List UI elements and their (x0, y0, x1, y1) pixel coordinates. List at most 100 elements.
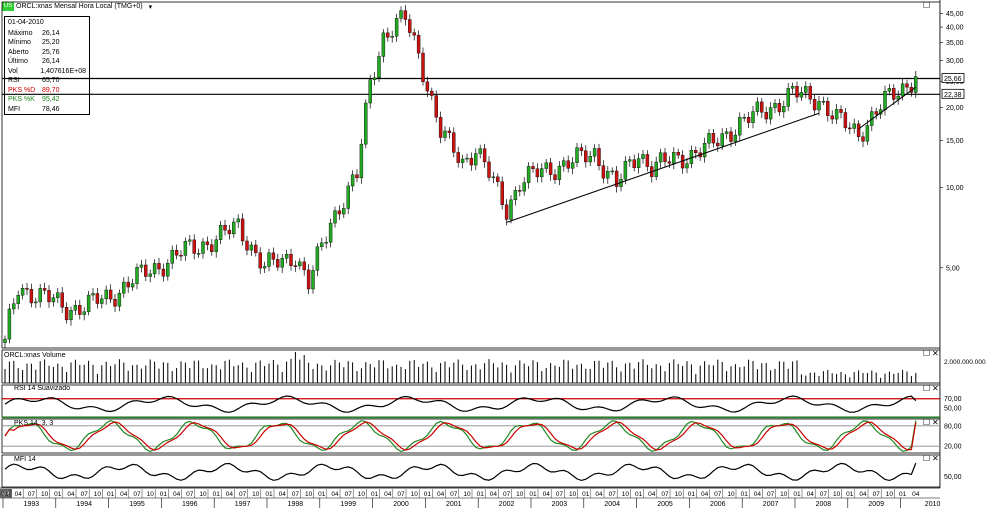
candle-body (267, 252, 271, 267)
candle-body (685, 163, 689, 169)
candle-body (522, 182, 526, 192)
candle-body (192, 239, 196, 254)
data-window-row: Último 26,14 (5, 57, 89, 67)
candle-body (557, 165, 562, 180)
candle-body (460, 158, 465, 163)
candle-body (421, 52, 425, 83)
maximize-icon[interactable]: ☐ (923, 454, 931, 463)
data-window-label: Vol (8, 67, 18, 75)
candle-body (469, 157, 474, 166)
candle-body (386, 32, 390, 38)
month-label: 01 (54, 491, 62, 498)
price-marker-label: 22,38 (944, 92, 962, 99)
candle-body (7, 308, 12, 340)
data-window-label: Último (8, 58, 28, 65)
month-label: 01 (741, 491, 749, 498)
month-label: 01 (793, 491, 801, 498)
candle-body (38, 288, 42, 303)
candle-body (553, 174, 557, 180)
panel-frame (1, 1, 941, 349)
close-icon[interactable]: ✕ (932, 384, 939, 393)
year-label: 1994 (76, 501, 92, 508)
candle-body (768, 107, 773, 120)
month-label: 04 (648, 491, 656, 498)
candle-body (658, 152, 663, 163)
year-label: 2003 (552, 501, 568, 508)
data-window-value: 65,70 (42, 77, 60, 84)
candle-body (249, 244, 254, 251)
year-label: 1995 (129, 501, 145, 508)
year-label: 1993 (24, 501, 40, 508)
candle-body (601, 165, 606, 179)
candle-body (86, 294, 91, 313)
candle-body (839, 109, 843, 113)
candle-body (117, 292, 122, 307)
candle-body (861, 136, 865, 142)
month-label: 01 (107, 491, 115, 498)
candle-body (452, 132, 456, 153)
pks-tick-label: 80,00 (944, 423, 962, 430)
candle-body (368, 79, 372, 104)
month-label: 04 (490, 491, 498, 498)
candle-body (56, 292, 60, 298)
candle-body (214, 239, 218, 252)
month-label: 07 (661, 491, 669, 498)
candle-body (535, 168, 540, 178)
data-window-label: Aberto (8, 48, 29, 56)
candle-body (254, 244, 258, 253)
year-label: 2005 (657, 501, 673, 508)
trend-line (506, 112, 820, 223)
time-first-label: 92 (2, 491, 10, 498)
trend-line (858, 86, 917, 130)
maximize-icon[interactable]: ☐ (923, 384, 931, 393)
volume-tick-label: 2.000.000.000 (944, 359, 986, 366)
data-window-row: Aberto 25,76 (5, 48, 89, 58)
maximize-icon[interactable]: ☐ (923, 349, 931, 358)
candle-body (676, 152, 680, 156)
candle-body (315, 246, 320, 271)
candle-body (570, 162, 575, 169)
candle-body (720, 133, 724, 147)
candle-body (320, 242, 324, 247)
candle-body (852, 123, 856, 129)
candle-body (487, 161, 491, 178)
month-label: 04 (859, 491, 867, 498)
year-label: 2002 (499, 501, 515, 508)
maximize-icon[interactable]: ☐ (923, 1, 931, 10)
close-icon[interactable]: ✕ (932, 454, 939, 463)
month-label: 04 (754, 491, 762, 498)
candle-body (614, 170, 619, 187)
maximize-icon[interactable]: ☐ (923, 418, 931, 427)
rsi-tick-label: 50,00 (944, 405, 962, 412)
candle-body (188, 239, 192, 242)
chevron-down-icon[interactable]: ▾ (148, 3, 153, 11)
candle-body (843, 112, 848, 129)
candle-body (729, 131, 733, 142)
price-tick-label: 40,00 (946, 25, 964, 32)
month-label: 10 (147, 491, 155, 498)
candle-body (566, 160, 570, 169)
candle-body (42, 288, 47, 291)
candle-body (817, 101, 821, 111)
candle-body (144, 264, 148, 277)
candle-body (896, 95, 900, 100)
candle-body (364, 102, 368, 145)
close-icon[interactable]: ✕ (932, 418, 939, 427)
candle-body (887, 88, 892, 92)
candle-body (786, 88, 790, 107)
candle-body (69, 310, 73, 321)
candle-body (126, 281, 130, 288)
candle-body (482, 148, 487, 163)
candle-body (733, 134, 738, 142)
candle-body (29, 289, 34, 304)
pks-d-line (4, 421, 917, 451)
month-label: 07 (450, 491, 458, 498)
candle-body (64, 307, 69, 321)
candle-body (205, 241, 210, 245)
chart-title: ORCL:xnas Mensal Hora Local (TMG+0) (16, 3, 143, 10)
year-label: 1998 (288, 501, 304, 508)
month-label: 07 (714, 491, 722, 498)
close-icon[interactable]: ✕ (932, 349, 939, 358)
candle-body (474, 153, 478, 166)
month-label: 01 (160, 491, 168, 498)
